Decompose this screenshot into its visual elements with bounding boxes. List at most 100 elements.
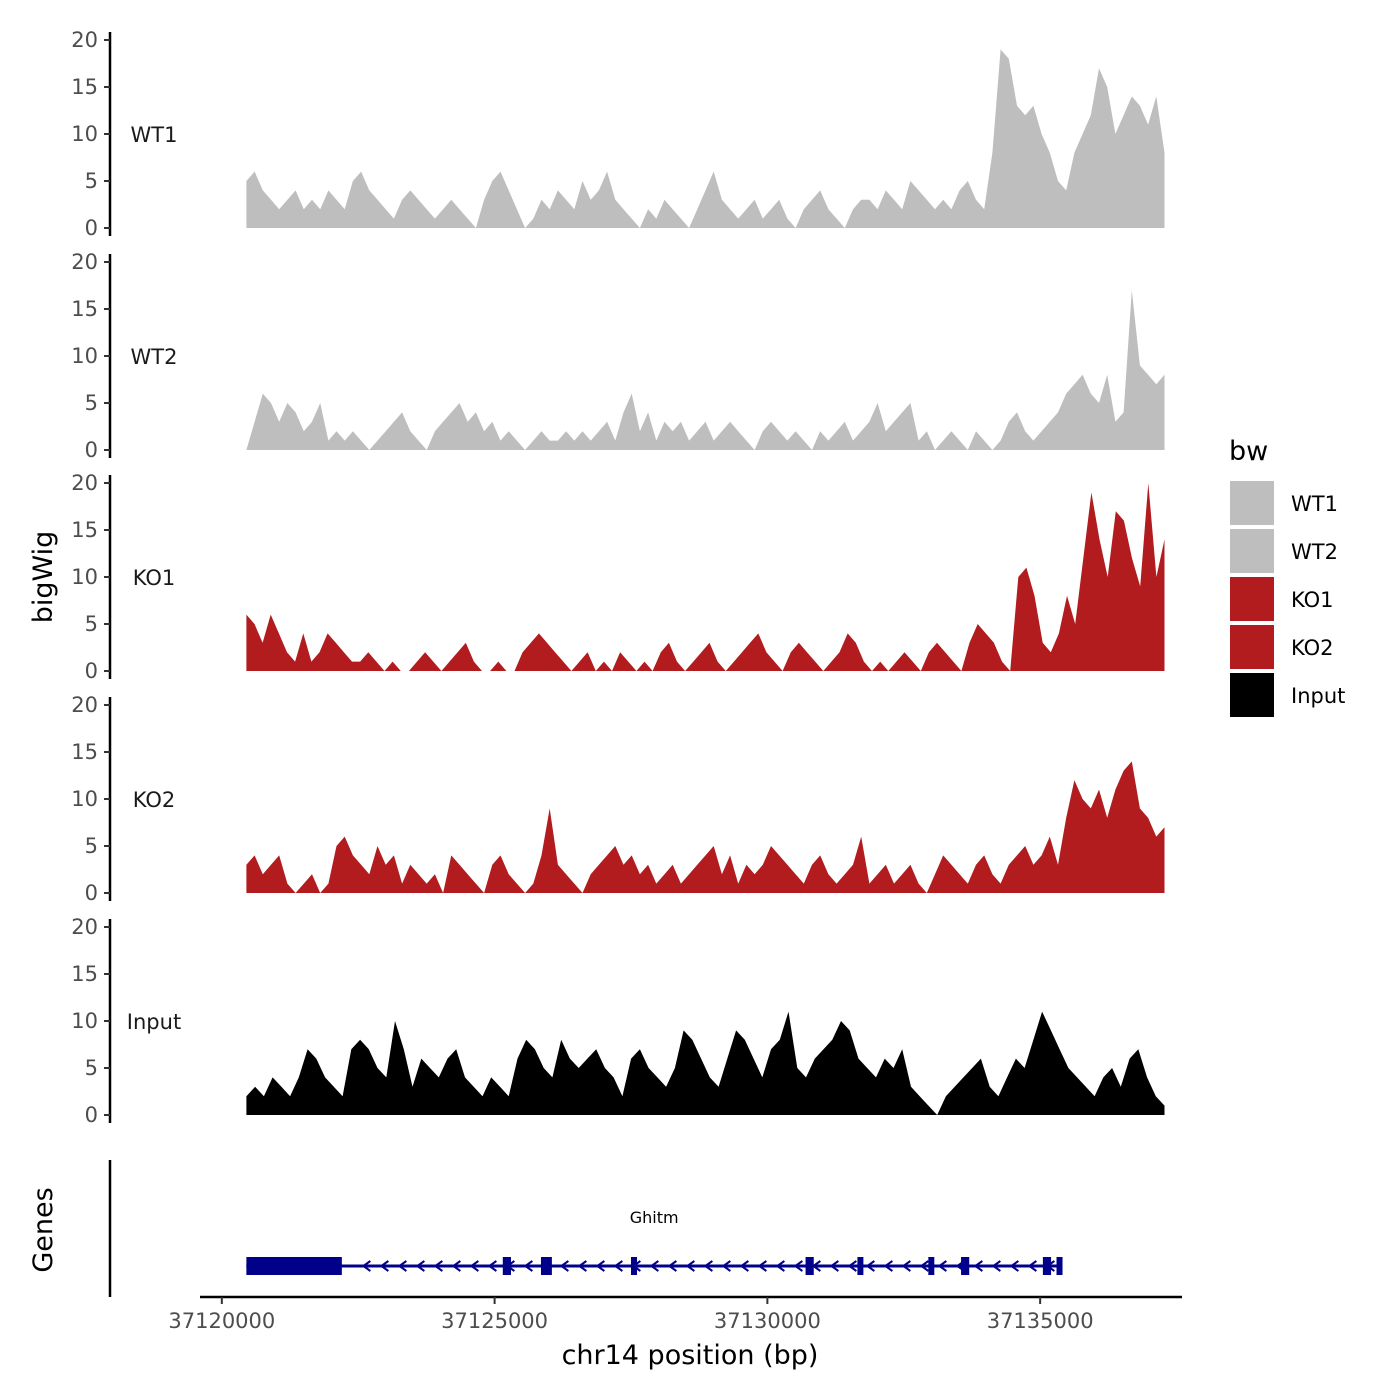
legend-label-ko1: KO1 (1291, 588, 1334, 612)
strand-chevron (595, 1260, 605, 1272)
strand-chevron (451, 1260, 461, 1272)
strand-chevron (937, 1260, 947, 1272)
y-tick-label: 10 (71, 344, 98, 368)
legend-swatch-wt2 (1228, 527, 1276, 575)
y-tick-label: 0 (85, 881, 98, 905)
legend-label-wt2: WT2 (1291, 540, 1338, 564)
exon (502, 1257, 511, 1275)
strand-chevron (487, 1260, 497, 1272)
y-tick-label: 0 (85, 1103, 98, 1127)
y-tick-label: 15 (71, 962, 98, 986)
y-tick-label: 20 (71, 915, 98, 939)
track-label-input: Input (127, 1010, 181, 1034)
x-tick-label: 37130000 (714, 1309, 821, 1333)
strand-chevron (865, 1260, 875, 1272)
y-tick-label: 5 (85, 391, 98, 415)
strand-chevron (469, 1260, 479, 1272)
x-tick-label: 37125000 (441, 1309, 548, 1333)
strand-chevron (397, 1260, 407, 1272)
x-tick-label: 37135000 (987, 1309, 1094, 1333)
y-tick-label: 20 (71, 250, 98, 274)
strand-chevron (685, 1260, 695, 1272)
legend-swatch-ko1 (1228, 575, 1276, 623)
genes-axis-title: Genes (28, 1187, 59, 1272)
y-tick-label: 5 (85, 612, 98, 636)
exon (630, 1257, 637, 1275)
exon (540, 1257, 552, 1275)
strand-chevron (721, 1260, 731, 1272)
track-ko2: 0 5 10 15 20 KO2 (71, 693, 1165, 905)
area-wt1 (246, 49, 1165, 229)
track-label-ko1: KO1 (133, 566, 176, 590)
y-tick-label: 10 (71, 122, 98, 146)
area-input (246, 1011, 1165, 1115)
y-tick-label: 20 (71, 28, 98, 52)
strand-chevron (433, 1260, 443, 1272)
exon (961, 1257, 970, 1275)
strand-chevron (1009, 1260, 1019, 1272)
x-axis-title: chr14 position (bp) (562, 1340, 819, 1371)
strand-chevron (415, 1260, 425, 1272)
strand-chevron (919, 1260, 929, 1272)
track-label-wt1: WT1 (131, 123, 178, 147)
exon (1056, 1257, 1063, 1275)
tracks-layer: 0 5 10 15 20 WT1 0 5 10 15 20 WT2 0 5 10 15 20 KO1 0 5 10 15 2… (71, 28, 1165, 1127)
y-tick-label: 15 (71, 75, 98, 99)
strand-chevron (883, 1260, 893, 1272)
y-tick-label: 5 (85, 169, 98, 193)
exon (246, 1257, 342, 1275)
strand-chevron (847, 1260, 857, 1272)
strand-chevron (361, 1260, 371, 1272)
y-tick-label: 0 (85, 659, 98, 683)
y-tick-label: 20 (71, 471, 98, 495)
strand-chevron (973, 1260, 983, 1272)
y-tick-label: 10 (71, 565, 98, 589)
strand-chevron (1027, 1260, 1037, 1272)
y-tick-label: 10 (71, 787, 98, 811)
strand-chevron (667, 1260, 677, 1272)
area-wt2 (246, 290, 1165, 450)
strand-chevron (829, 1260, 839, 1272)
track-input: 0 5 10 15 20 Input (71, 915, 1165, 1127)
legend-label-input: Input (1291, 684, 1345, 708)
legend: bw WT1 WT2 KO1 KO2 Input (1228, 436, 1345, 719)
legend-label-wt1: WT1 (1291, 492, 1338, 516)
track-wt1: 0 5 10 15 20 WT1 (71, 28, 1165, 240)
strand-chevron (703, 1260, 713, 1272)
y-tick-label: 10 (71, 1009, 98, 1033)
gene-track: Ghitm (108, 1160, 1063, 1297)
strand-chevron (649, 1260, 659, 1272)
strand-chevron (757, 1260, 767, 1272)
area-ko1 (246, 483, 1165, 671)
area-ko2 (246, 761, 1165, 893)
track-label-ko2: KO2 (133, 788, 176, 812)
exon (1042, 1257, 1052, 1275)
x-tick-label: 37120000 (168, 1309, 275, 1333)
track-ko1: 0 5 10 15 20 KO1 (71, 471, 1165, 683)
strand-chevron (613, 1260, 623, 1272)
x-axis: 37120000 37125000 37130000 37135000 (168, 1295, 1182, 1333)
strand-chevron (739, 1260, 749, 1272)
y-tick-label: 0 (85, 438, 98, 462)
y-tick-label: 15 (71, 518, 98, 542)
y-tick-label: 0 (85, 216, 98, 240)
legend-label-ko2: KO2 (1291, 636, 1334, 660)
strand-chevron (901, 1260, 911, 1272)
y-tick-label: 5 (85, 1056, 98, 1080)
y-tick-label: 20 (71, 693, 98, 717)
strand-chevron (523, 1260, 533, 1272)
y-tick-label: 5 (85, 834, 98, 858)
strand-chevron (577, 1260, 587, 1272)
legend-swatch-wt1 (1228, 479, 1276, 527)
exon (805, 1257, 814, 1275)
strand-chevron (379, 1260, 389, 1272)
legend-swatch-ko2 (1228, 623, 1276, 671)
strand-chevron (775, 1260, 785, 1272)
strand-chevron (793, 1260, 803, 1272)
gene-name-label: Ghitm (630, 1208, 679, 1227)
track-wt2: 0 5 10 15 20 WT2 (71, 250, 1165, 462)
track-label-wt2: WT2 (131, 345, 178, 369)
y-tick-label: 15 (71, 297, 98, 321)
y-axis-title: bigWig (28, 531, 59, 624)
